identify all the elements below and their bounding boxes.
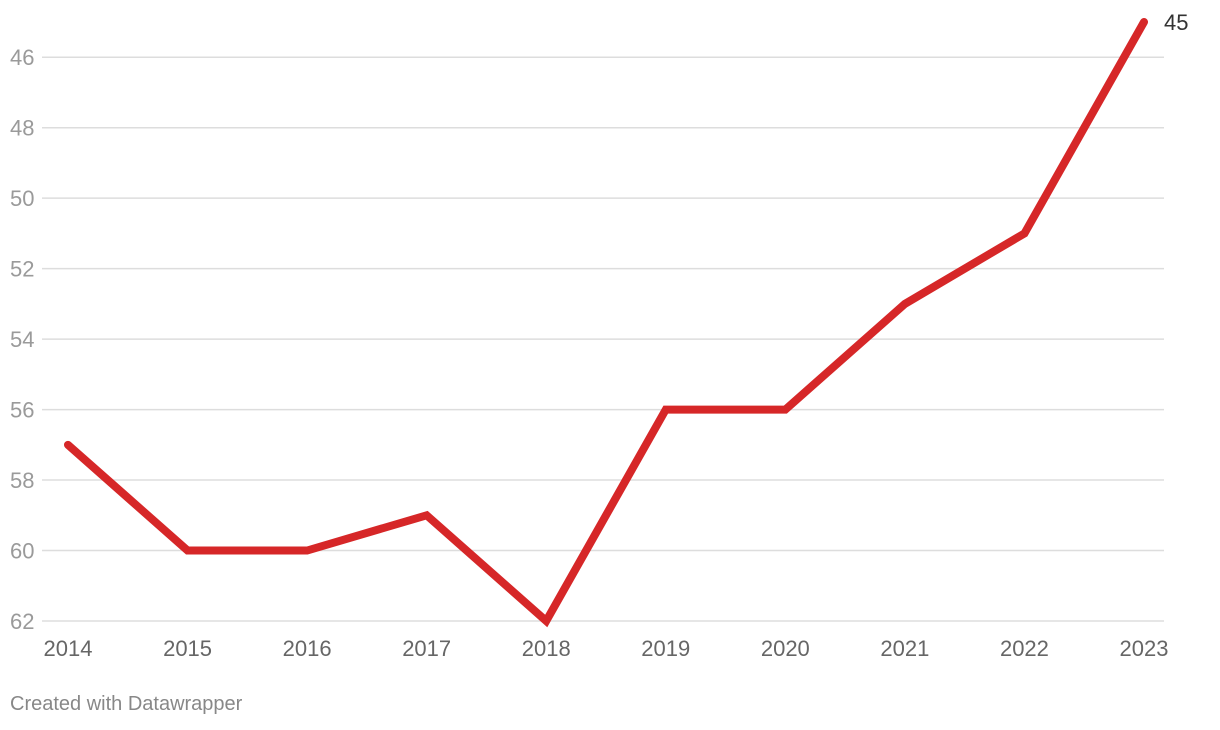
- x-tick-label: 2021: [880, 636, 929, 661]
- x-tick-label: 2020: [761, 636, 810, 661]
- x-tick-label: 2016: [283, 636, 332, 661]
- x-tick-label: 2018: [522, 636, 571, 661]
- y-tick-label: 60: [10, 539, 34, 564]
- y-tick-label: 54: [10, 327, 34, 352]
- x-tick-label: 2017: [402, 636, 451, 661]
- end-value-label: 45: [1164, 10, 1188, 35]
- x-tick-label: 2019: [641, 636, 690, 661]
- x-tick-label: 2022: [1000, 636, 1049, 661]
- y-tick-label: 48: [10, 116, 34, 141]
- y-tick-label: 50: [10, 186, 34, 211]
- y-axis-ticks: 46 48 50 52 54 56 58 60 62: [10, 45, 34, 634]
- series-layer: [64, 18, 1148, 628]
- y-tick-label: 58: [10, 468, 34, 493]
- data-labels: 45: [1164, 10, 1188, 35]
- x-tick-label: 2023: [1120, 636, 1169, 661]
- x-tick-label: 2015: [163, 636, 212, 661]
- y-tick-label: 62: [10, 609, 34, 634]
- y-tick-label: 46: [10, 45, 34, 70]
- credit-text: Created with Datawrapper: [10, 693, 243, 715]
- series-line: [64, 18, 1148, 628]
- x-tick-label: 2014: [44, 636, 93, 661]
- y-tick-label: 56: [10, 398, 34, 423]
- y-tick-label: 52: [10, 257, 34, 282]
- x-axis-ticks: 2014 2015 2016 2017 2018 2019 2020 2021 2022 2023: [44, 636, 1169, 661]
- gridlines: [42, 56, 1164, 622]
